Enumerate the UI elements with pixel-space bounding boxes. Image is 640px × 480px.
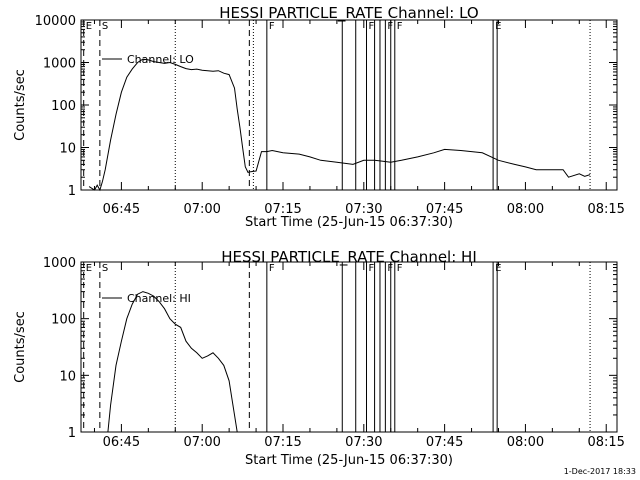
hi-x-tick-label: 07:45 [426, 435, 463, 450]
lo-chart-title: HESSI PARTICLE_RATE Channel: LO [219, 4, 478, 23]
hi-time-marker-label: F [397, 263, 403, 274]
hi-y-tick-label: 1 [68, 426, 76, 441]
lo-y-tick-label: 10000 [35, 14, 76, 29]
lo-y-tick-label: 100 [51, 99, 76, 114]
lo-x-tick-label: 07:45 [426, 202, 463, 217]
lo-time-marker-label: F [269, 21, 275, 32]
lo-time-marker-label: E [495, 21, 501, 32]
hi-series-line [107, 291, 238, 433]
lo-y-tick-label: 1 [68, 184, 76, 199]
lo-x-tick-label: 06:45 [103, 202, 140, 217]
hi-y-tick-label: 100 [51, 313, 76, 328]
hi-plot-frame [80, 261, 618, 433]
hi-x-tick-label: 08:00 [507, 435, 544, 450]
lo-y-tick-label: 1000 [43, 57, 76, 72]
hi-x-tick-label: 07:30 [345, 435, 382, 450]
hi-x-tick-label: 07:15 [264, 435, 301, 450]
lo-x-tick-label: 07:15 [264, 202, 301, 217]
lo-time-marker-label: F [397, 21, 403, 32]
hi-time-marker-label: E [86, 263, 92, 274]
lo-y-axis-label: Counts/sec [13, 69, 28, 141]
lo-x-tick-label: 08:15 [587, 202, 624, 217]
hi-time-marker-label: F [269, 263, 275, 274]
lo-time-marker-label: F [369, 21, 375, 32]
lo-time-marker-label: S [102, 21, 108, 32]
lo-x-tick-label: 07:00 [183, 202, 220, 217]
lo-x-axis-label: Start Time (25-Jun-15 06:37:30) [245, 215, 453, 230]
hi-chart-title: HESSI PARTICLE_RATE Channel: HI [221, 248, 477, 267]
hi-x-tick-label: 06:45 [103, 435, 140, 450]
hi-y-tick-label: 1000 [43, 256, 76, 271]
hi-time-marker-label: S [102, 263, 108, 274]
hi-legend-label: Channel: HI [127, 292, 191, 305]
hi-time-marker-label: E [495, 263, 501, 274]
hi-x-axis-label: Start Time (25-Jun-15 06:37:30) [245, 453, 453, 468]
hi-y-tick-label: 10 [59, 369, 76, 384]
hi-time-marker-label: F [369, 263, 375, 274]
lo-series-line [88, 58, 591, 192]
lo-x-tick-label: 07:30 [345, 202, 382, 217]
lo-legend-label: Channel: LO [127, 53, 194, 66]
hi-y-axis-label: Counts/sec [13, 311, 28, 383]
lo-time-marker-label: E [86, 21, 92, 32]
lo-x-tick-label: 08:00 [507, 202, 544, 217]
lo-y-tick-label: 10 [59, 142, 76, 157]
hi-x-tick-label: 08:15 [587, 435, 624, 450]
footer-date: 1-Dec-2017 18:33 [564, 467, 636, 476]
hi-x-tick-label: 07:00 [183, 435, 220, 450]
